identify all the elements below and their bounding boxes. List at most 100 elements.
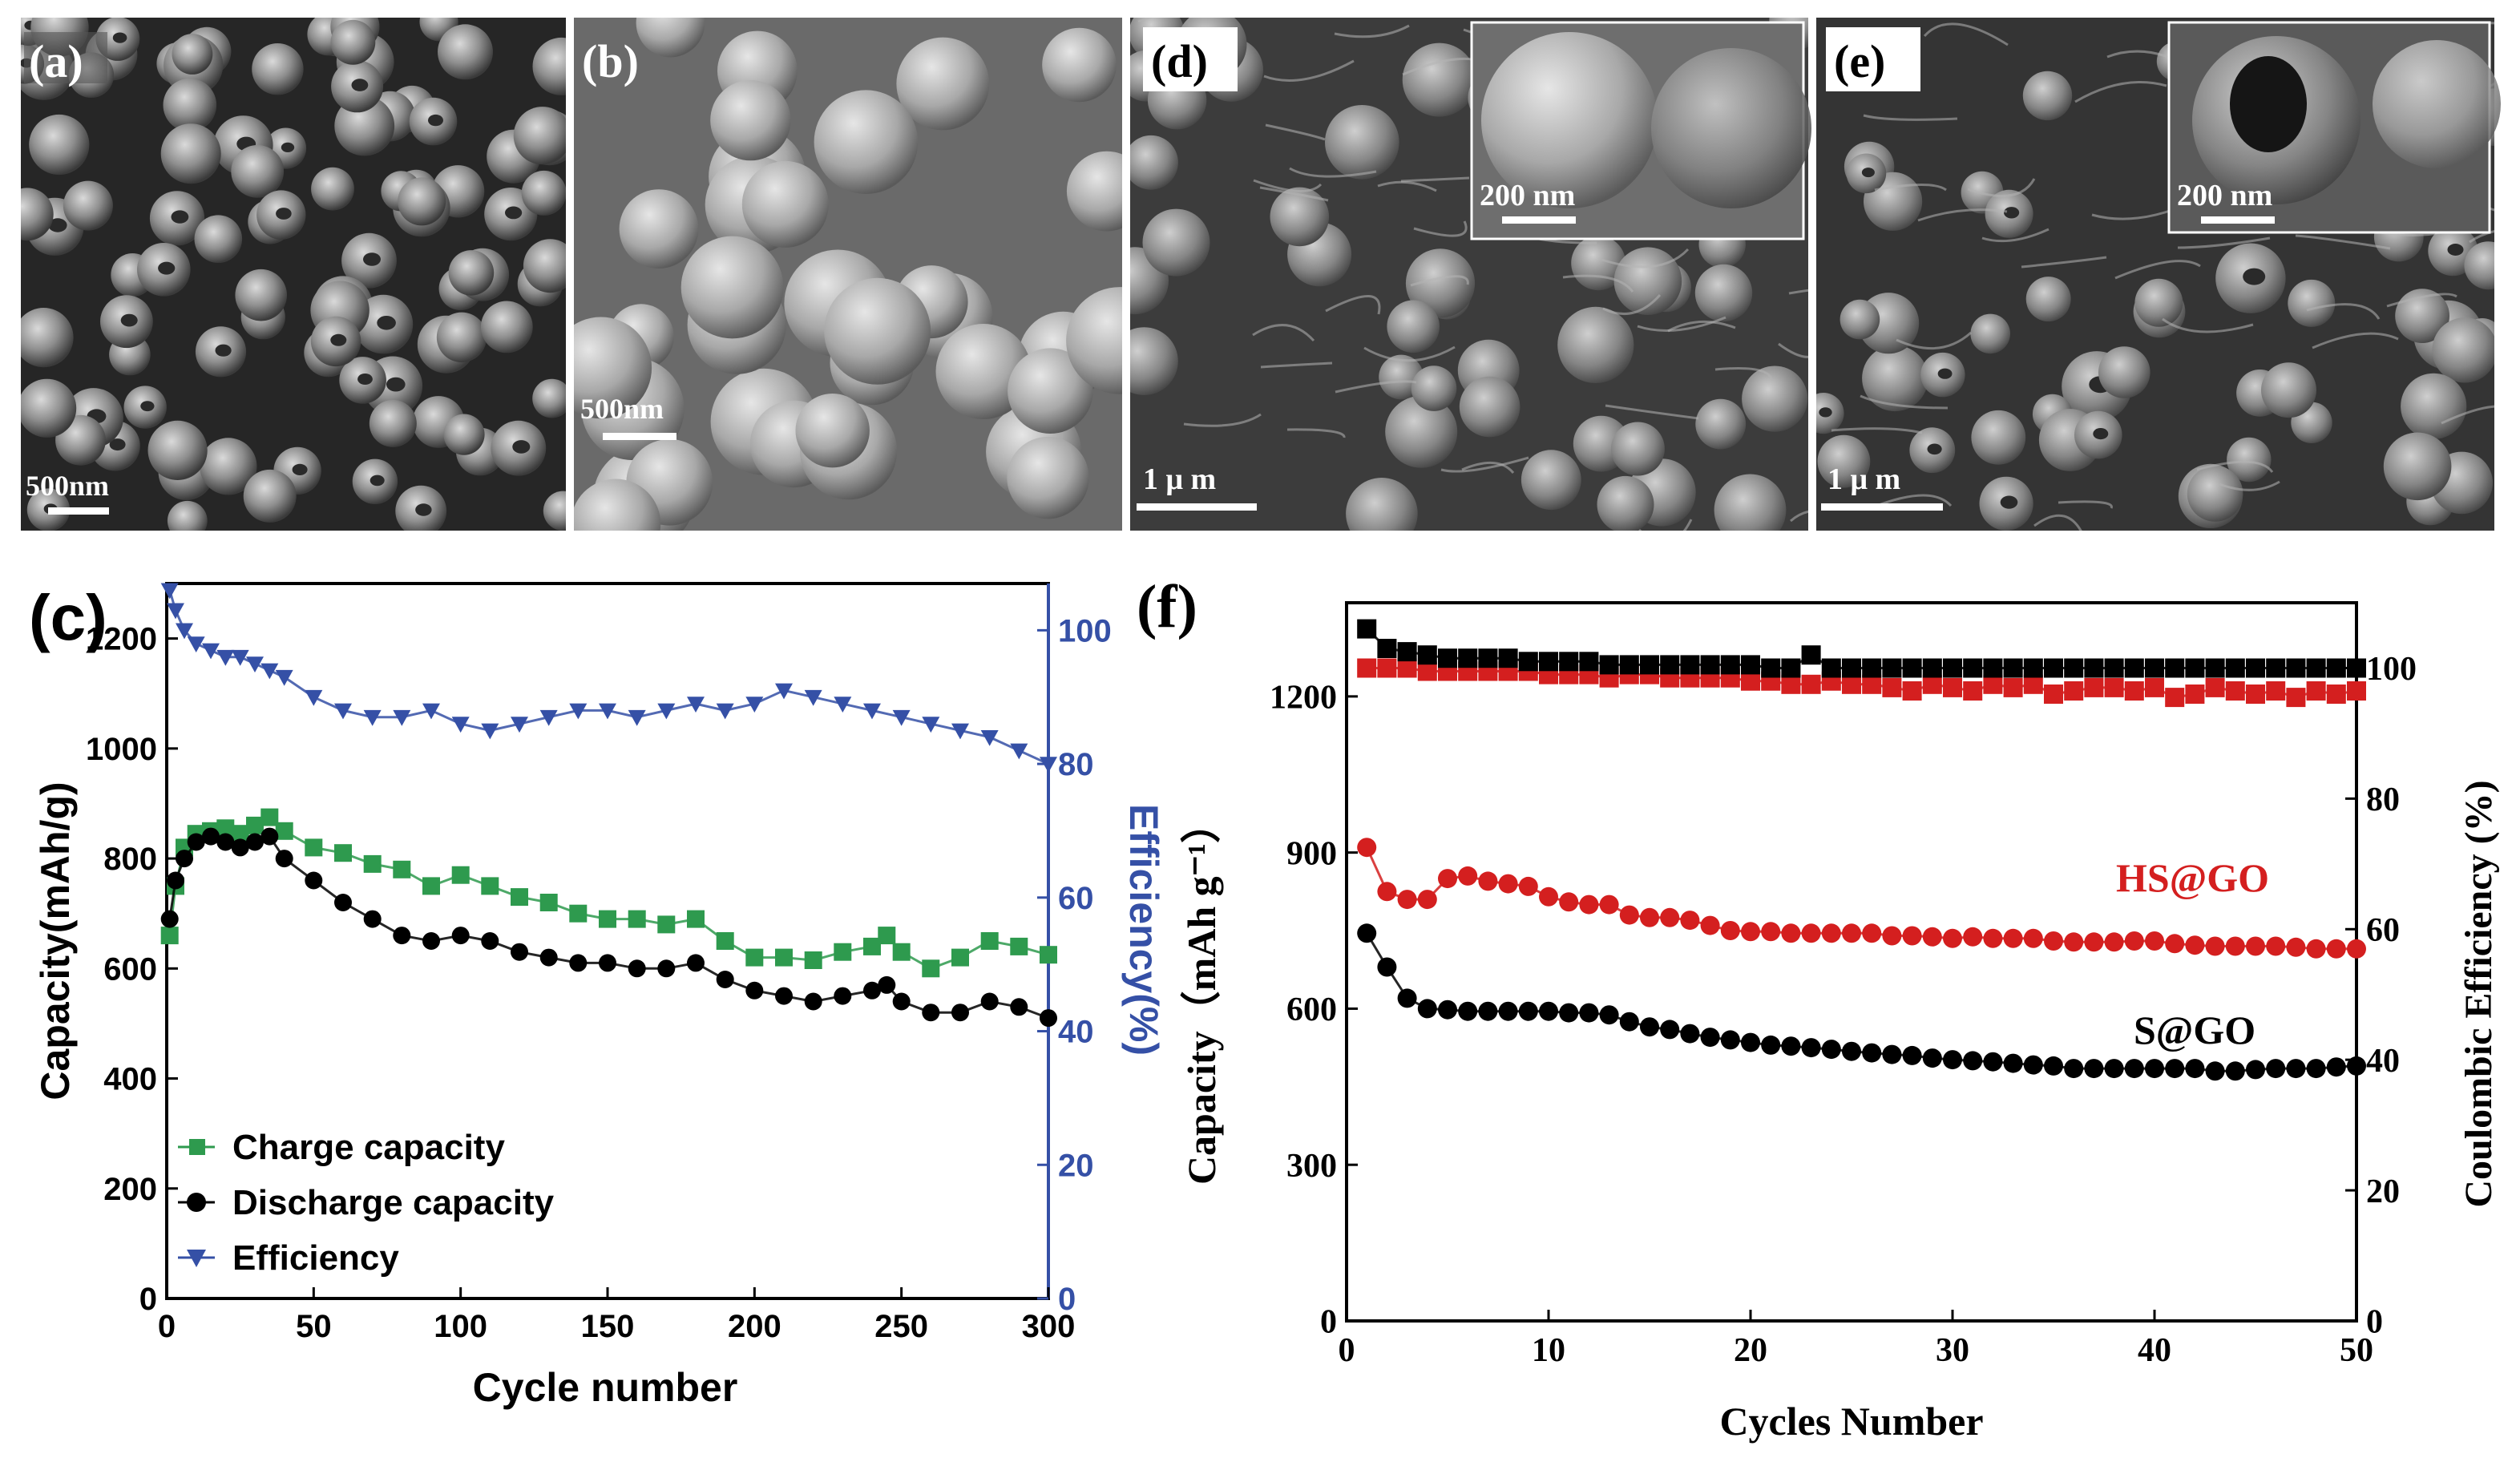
point-discharge-capacity — [246, 833, 264, 851]
point-s-go-ce — [2064, 658, 2084, 678]
chart-f: (f) 0 10 20 30 40 500300600900120002040608010… — [1137, 573, 2500, 1444]
point-hs-go — [1357, 838, 1377, 858]
sem-sphere-a-opening — [158, 261, 176, 275]
point-s-go — [2145, 1059, 2164, 1079]
point-hs-go — [1438, 869, 1457, 889]
point-hs-go — [2104, 932, 2124, 952]
point-s-go — [1862, 1043, 1882, 1063]
sem-sphere-e — [2187, 466, 2243, 522]
point-s-go — [1579, 1003, 1599, 1023]
y-tick-label: 400 — [103, 1062, 157, 1097]
point-s-go — [1397, 988, 1417, 1008]
point-hs-go — [1458, 866, 1478, 886]
sem-sphere-a — [160, 123, 221, 184]
x-tick-label: 20 — [1734, 1332, 1767, 1369]
x-tick-label: 50 — [296, 1309, 332, 1344]
y2-axis-title-c: Efficiency(%) — [1121, 804, 1166, 1056]
point-hs-go — [1922, 927, 1942, 947]
y-tick-label: 600 — [1286, 991, 1337, 1028]
point-s-go-ce — [2104, 658, 2124, 678]
graphene-wrinkle — [2177, 236, 2271, 249]
sem-sphere-a — [63, 180, 113, 231]
point-s-go — [1478, 1001, 1498, 1021]
point-charge-capacity — [980, 932, 999, 950]
sem-sphere-b — [814, 90, 919, 194]
point-s-go-ce — [1640, 655, 1659, 675]
point-charge-capacity — [1040, 946, 1057, 964]
scale-bar-b — [603, 433, 676, 440]
sem-sphere-b — [1042, 27, 1117, 103]
point-hs-go — [2286, 937, 2306, 957]
y2-tick-label: 60 — [2366, 912, 2400, 949]
point-charge-capacity — [246, 816, 264, 834]
point-s-go — [2003, 1053, 2023, 1073]
graphene-wrinkle — [1137, 18, 1153, 23]
point-hs-go — [1417, 890, 1437, 910]
point-efficiency — [246, 656, 264, 673]
point-s-go — [1357, 923, 1377, 943]
y-tick-label: 1200 — [86, 622, 157, 657]
sem-sphere-a — [21, 308, 74, 368]
sem-sphere-b — [619, 189, 699, 269]
graphene-wrinkle — [1259, 186, 1329, 202]
point-hs-go-ce — [2044, 685, 2063, 704]
point-hs-go-ce — [1842, 674, 1861, 694]
point-s-go — [1700, 1028, 1720, 1048]
sem-sphere-e — [2464, 241, 2494, 290]
point-hs-go-ce — [1417, 661, 1437, 681]
point-s-go — [1458, 1001, 1478, 1021]
point-s-go — [1781, 1036, 1801, 1056]
point-efficiency — [775, 683, 793, 700]
graphene-wrinkle — [1981, 228, 2050, 243]
point-s-go-ce — [2306, 658, 2326, 678]
y-tick-label: 1200 — [1270, 680, 1337, 717]
sem-sphere-a — [172, 34, 213, 75]
point-s-go-ce — [1518, 652, 1538, 672]
sem-sphere-a — [21, 188, 54, 241]
point-hs-go-ce — [2084, 677, 2104, 697]
point-s-go — [2104, 1059, 2124, 1079]
sem-sphere-b — [574, 479, 661, 531]
point-charge-capacity — [363, 854, 382, 873]
point-s-go-ce — [2246, 658, 2265, 678]
scale-bar-d — [1137, 503, 1257, 511]
point-hs-go — [2306, 939, 2326, 959]
point-charge-capacity — [687, 910, 705, 928]
point-efficiency — [892, 709, 911, 726]
sem-panel-a: (a) 500nm — [21, 18, 566, 531]
point-efficiency — [1040, 757, 1057, 773]
point-discharge-capacity — [363, 910, 382, 928]
point-charge-capacity — [231, 825, 249, 843]
point-discharge-capacity — [569, 954, 588, 972]
point-s-go — [1619, 1012, 1639, 1032]
point-discharge-capacity — [167, 871, 184, 890]
point-hs-go-ce — [1377, 658, 1397, 678]
y2-tick-label: 0 — [2366, 1304, 2383, 1341]
sem-sphere-d — [1130, 135, 1178, 190]
sem-sphere-b — [935, 324, 1032, 419]
y2-tick-label: 80 — [1058, 747, 1094, 782]
point-s-go-ce — [2124, 658, 2144, 678]
sem-sphere-d — [1387, 300, 1440, 353]
point-efficiency — [363, 709, 382, 726]
point-hs-go-ce — [2124, 681, 2144, 701]
point-s-go-ce — [1377, 639, 1397, 658]
graphene-wrinkle — [1874, 184, 1947, 192]
point-charge-capacity — [422, 877, 440, 895]
sem-sphere-a-opening — [505, 206, 523, 220]
point-charge-capacity — [892, 943, 911, 961]
scale-bar-label-d: 1 μ m — [1143, 462, 1216, 496]
point-hs-go — [1640, 907, 1659, 927]
point-s-go — [2306, 1059, 2326, 1079]
sem-sphere-d — [1459, 376, 1520, 438]
sem-panel-d: 200 nm (d) 1 μ m — [1130, 18, 1811, 531]
point-hs-go-ce — [1983, 674, 2003, 694]
point-charge-capacity — [804, 951, 822, 969]
x-tick-label: 300 — [1022, 1309, 1076, 1344]
point-charge-capacity — [393, 860, 411, 878]
graphene-wrinkle — [2469, 230, 2494, 244]
point-discharge-capacity — [951, 1004, 969, 1022]
point-hs-go-ce — [1943, 677, 1962, 697]
graphene-wrinkle — [1778, 342, 1808, 358]
